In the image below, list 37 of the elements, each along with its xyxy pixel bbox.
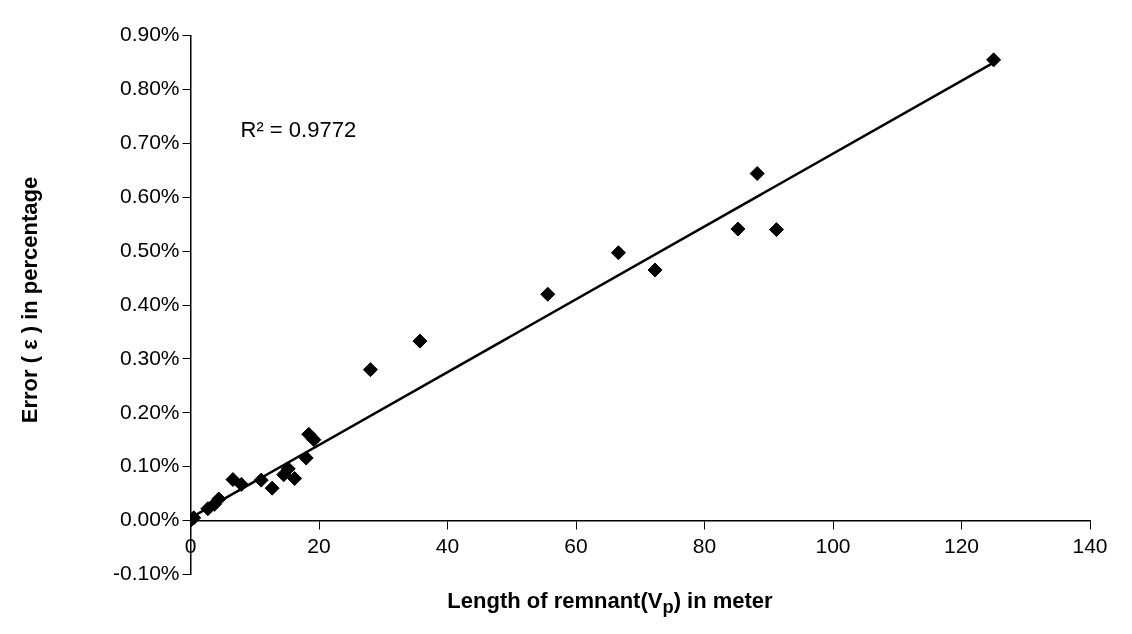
- x-axis-title: Length of remnant(V$_{p}$) in meter: [446, 588, 774, 619]
- point: [749, 166, 765, 182]
- point: [412, 333, 428, 349]
- y-tick-label: 0.60%: [119, 184, 180, 208]
- x-tick-label: 40: [435, 533, 460, 557]
- y-tick-label: 0.00%: [119, 507, 180, 531]
- point: [768, 222, 784, 238]
- point: [540, 286, 556, 302]
- point: [647, 262, 663, 278]
- y-tick-label: 0.40%: [119, 291, 180, 315]
- point: [298, 450, 314, 466]
- y-tick-label: 0.50%: [119, 237, 180, 261]
- point: [211, 491, 227, 507]
- y-tick-label: 0.90%: [119, 22, 180, 46]
- point: [362, 362, 378, 378]
- point: [287, 470, 303, 486]
- point: [264, 480, 280, 496]
- x-tick-label: 140: [1072, 533, 1108, 557]
- point: [233, 476, 249, 492]
- annotation: R² = 0.9772: [240, 116, 357, 142]
- y-tick-label: 0.20%: [119, 399, 180, 423]
- x-tick-label: 100: [815, 533, 851, 557]
- y-tick-label: 0.70%: [119, 130, 180, 154]
- y-tick-label: 0.30%: [119, 345, 180, 369]
- x-tick-label: 20: [307, 533, 331, 557]
- point: [610, 245, 626, 261]
- x-tick-label: 60: [564, 533, 588, 557]
- y-axis-title: Error ( ε ) in percentage: [17, 176, 43, 424]
- point: [986, 52, 1002, 68]
- y-tick-label: -0.10%: [112, 561, 180, 585]
- point: [306, 432, 322, 448]
- point: [730, 221, 746, 237]
- x-tick-label: 80: [692, 533, 717, 557]
- x-tick-label: 120: [943, 533, 980, 557]
- y-tick-label: 0.80%: [119, 76, 180, 100]
- y-tick-label: 0.10%: [119, 453, 180, 477]
- point: [253, 472, 269, 488]
